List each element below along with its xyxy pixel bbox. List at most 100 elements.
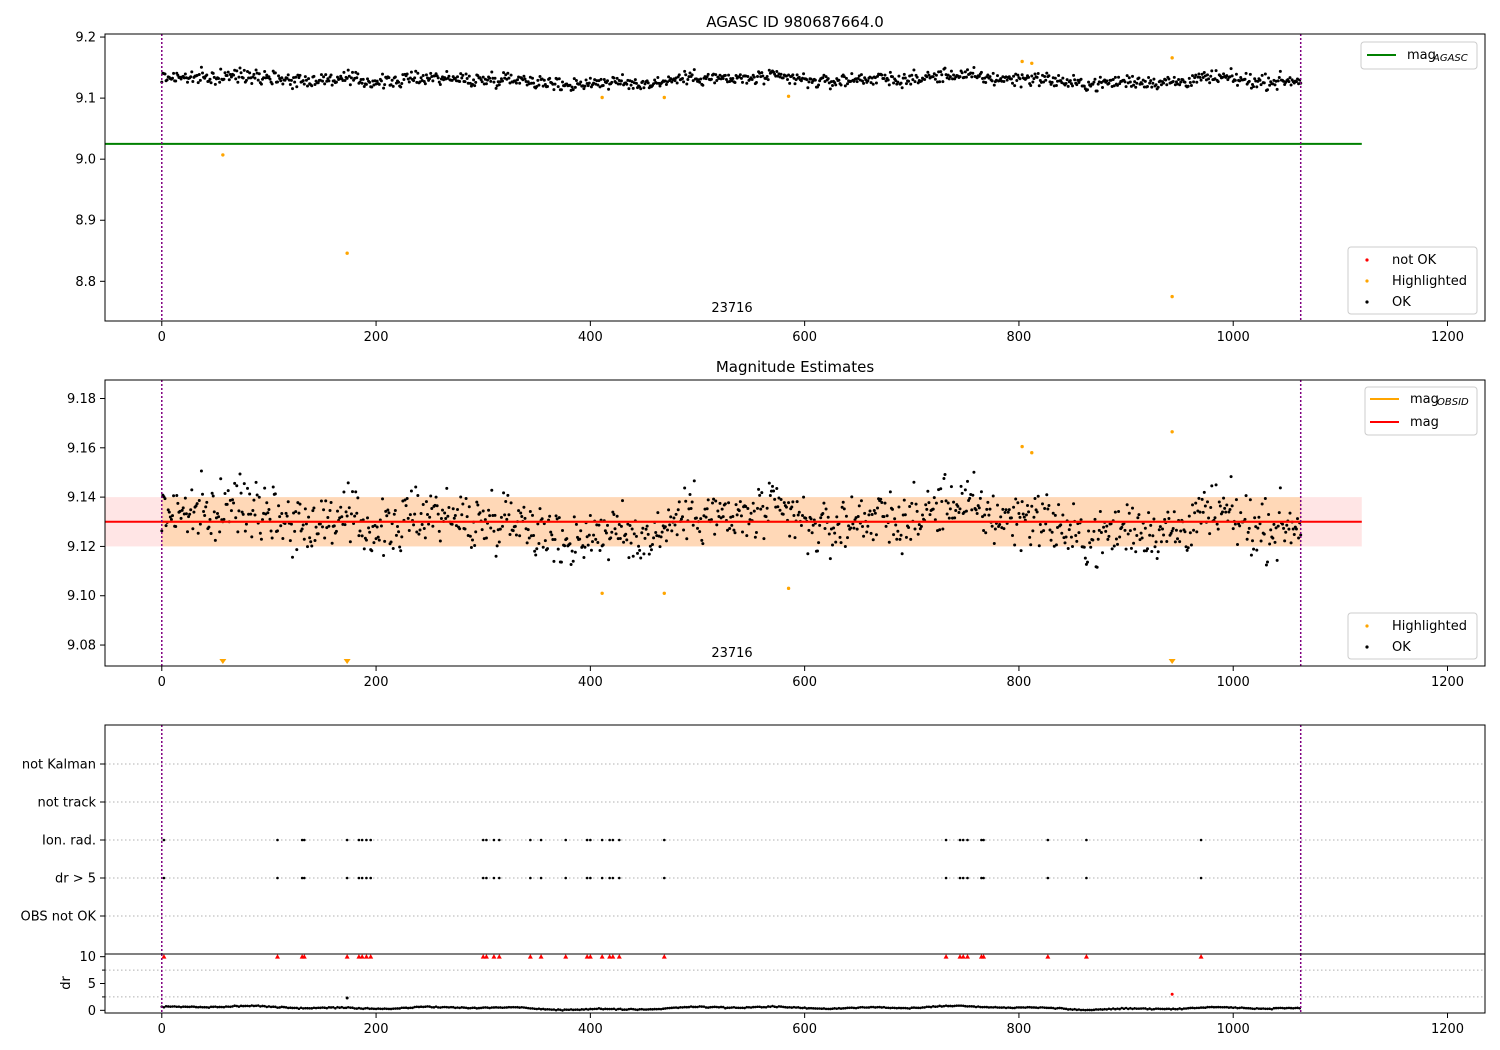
ok-point (1016, 501, 1020, 505)
dr-point (231, 1005, 234, 1008)
ok-point (498, 527, 502, 531)
ok-point (1128, 529, 1132, 533)
ok-point (1193, 76, 1197, 80)
ok-point (1259, 83, 1263, 87)
ok-point (213, 538, 217, 542)
dr-point (1036, 1006, 1040, 1010)
dr-point (809, 1006, 813, 1010)
ok-point (304, 78, 308, 82)
dr-point (224, 1005, 228, 1008)
dr-point (897, 1006, 901, 1010)
ok-point (1095, 89, 1099, 93)
ok-point (330, 83, 334, 87)
ok-point (263, 69, 267, 73)
ok-point (354, 70, 358, 74)
ok-point (569, 563, 573, 567)
ok-point (1153, 545, 1157, 549)
ok-point (1169, 531, 1173, 535)
ok-point (277, 504, 281, 508)
ok-point (1133, 80, 1137, 84)
ok-point (702, 514, 706, 518)
agasc-legend-notok: not OK (1392, 253, 1437, 268)
ok-point (578, 537, 582, 541)
ok-point (988, 507, 992, 511)
ok-point (421, 74, 425, 78)
ok-point (810, 531, 814, 535)
dr-point (271, 1005, 275, 1008)
ok-point (257, 72, 261, 76)
dr-point (801, 1006, 804, 1010)
ok-point (568, 83, 572, 87)
ok-point (1264, 563, 1268, 567)
ok-point (787, 73, 791, 77)
ok-point (472, 78, 476, 82)
flag-dr-point (485, 876, 488, 880)
ok-point (1198, 75, 1202, 79)
ok-point (1161, 527, 1164, 531)
dr-point (792, 1005, 796, 1009)
dr-point (1009, 1006, 1012, 1010)
ok-point (587, 533, 591, 537)
ok-point (949, 69, 953, 73)
dr-point (899, 1006, 903, 1010)
dr-point (278, 1006, 281, 1009)
ok-point (561, 529, 564, 533)
ok-point (383, 83, 387, 87)
dr-point (728, 1006, 731, 1010)
highlighted-point (1020, 59, 1024, 64)
dr-point (1227, 1006, 1231, 1009)
ok-point (1268, 542, 1272, 546)
ok-point (939, 487, 943, 491)
ok-point (313, 539, 317, 543)
ok-point (759, 507, 763, 511)
ok-point (424, 73, 428, 77)
ok-point (690, 500, 694, 504)
ok-point (318, 522, 322, 526)
ok-point (684, 73, 688, 77)
ok-point (486, 78, 489, 82)
dr-point (256, 1004, 260, 1007)
ok-point (1289, 83, 1293, 87)
ok-point (1064, 535, 1068, 539)
ok-point (1111, 78, 1115, 82)
ok-point (243, 529, 247, 533)
ok-point (300, 527, 304, 531)
ok-point (518, 534, 522, 538)
ok-point (843, 84, 847, 88)
dr-point (1238, 1006, 1241, 1010)
ok-point (718, 501, 722, 505)
ok-point (1172, 510, 1176, 514)
ok-point (1042, 529, 1046, 533)
ok-point (394, 533, 398, 537)
dr-point (218, 1005, 221, 1009)
ok-point (464, 497, 468, 501)
dr-point (788, 1005, 791, 1009)
ok-point (172, 71, 176, 75)
dr-point (582, 1008, 586, 1011)
dr-point (640, 1007, 644, 1011)
ok-point (1050, 80, 1054, 84)
ok-point (1236, 83, 1239, 87)
dr-point (756, 1005, 759, 1009)
ok-point (747, 522, 751, 526)
ok-point (370, 549, 374, 553)
ok-point (1233, 78, 1237, 82)
dr-point (364, 1006, 367, 1010)
ok-point (711, 501, 714, 505)
ok-point (225, 73, 229, 77)
ok-point (1272, 522, 1276, 526)
ok-point (976, 504, 980, 508)
ok-point (731, 514, 735, 518)
ok-point (1030, 504, 1034, 508)
ok-point (347, 506, 351, 510)
ok-point (692, 479, 696, 483)
ok-point (377, 538, 381, 542)
ok-point (503, 513, 507, 517)
ok-point (436, 76, 440, 80)
dr-clipped-marker (965, 954, 970, 959)
dr-point (199, 1005, 202, 1009)
ok-point (514, 533, 518, 537)
ok-point (869, 81, 873, 85)
ok-point (752, 75, 756, 79)
flag-ion-rad-point (345, 838, 349, 842)
